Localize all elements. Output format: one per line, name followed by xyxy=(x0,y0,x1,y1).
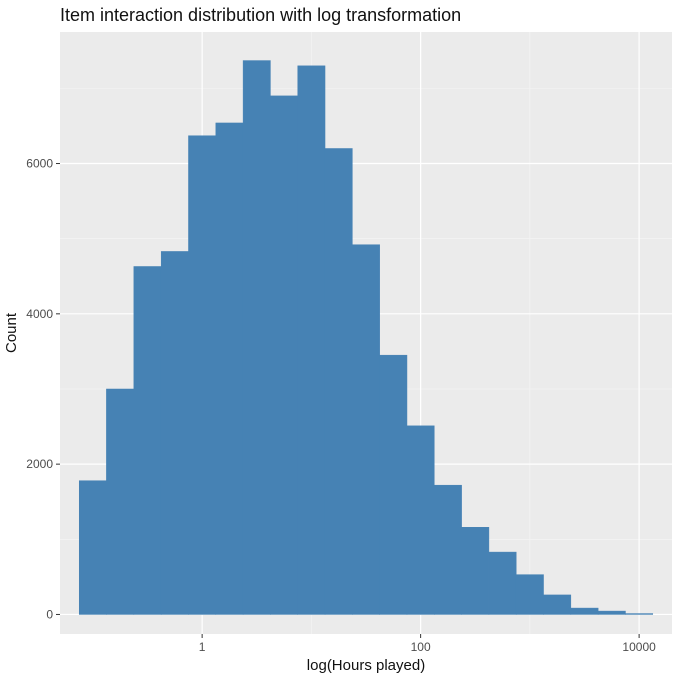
y-tick-label: 6000 xyxy=(26,157,53,171)
y-tick-label: 4000 xyxy=(26,307,53,321)
y-tick-label: 2000 xyxy=(26,457,53,471)
histogram-bar xyxy=(188,135,217,615)
histogram-bar xyxy=(270,95,298,615)
x-axis-ticks: 1 100 10000 xyxy=(199,634,656,654)
histogram-bar xyxy=(160,251,189,615)
y-axis-ticks: 0 2000 4000 6000 xyxy=(26,157,60,621)
histogram-bars xyxy=(78,60,654,615)
x-axis-title: log(Hours played) xyxy=(307,657,425,674)
x-tick-label: 1 xyxy=(199,640,206,654)
histogram-bar xyxy=(78,480,107,615)
histogram-bar xyxy=(324,148,353,615)
histogram-bar xyxy=(379,354,408,615)
histogram-bar xyxy=(215,122,244,615)
histogram-bar xyxy=(515,574,544,615)
histogram-bar xyxy=(352,244,380,615)
histogram-bar xyxy=(133,266,162,615)
histogram-bar xyxy=(434,484,462,615)
histogram-bar xyxy=(461,527,490,615)
histogram-bar xyxy=(106,388,135,615)
histogram-bar xyxy=(625,613,654,615)
histogram-bar xyxy=(488,551,517,615)
x-tick-label: 10000 xyxy=(622,640,656,654)
histogram-bar xyxy=(297,65,326,615)
histogram-bar xyxy=(543,594,572,615)
histogram-bar xyxy=(570,607,599,615)
x-tick-label: 100 xyxy=(411,640,431,654)
y-tick-label: 0 xyxy=(46,607,53,621)
histogram-bar xyxy=(406,425,435,615)
histogram-bar xyxy=(242,60,271,615)
y-axis-title: Count xyxy=(3,312,20,353)
histogram-bar xyxy=(597,610,626,615)
chart-title: Item interaction distribution with log t… xyxy=(60,5,462,25)
